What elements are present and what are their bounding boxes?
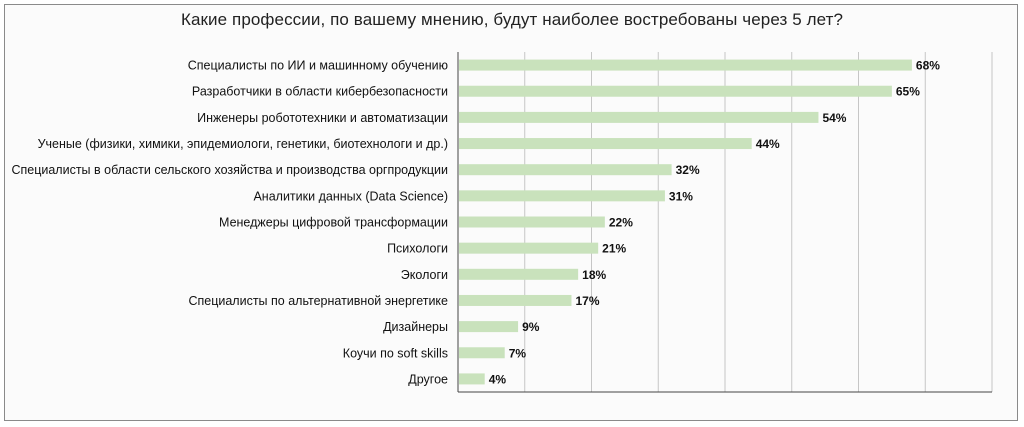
value-label: 31% xyxy=(669,189,693,203)
value-label: 65% xyxy=(896,85,920,99)
category-label: Ученые (физики, химики, эпидемиологи, ге… xyxy=(38,137,448,151)
value-label: 7% xyxy=(509,346,527,360)
bar xyxy=(459,85,892,97)
value-label: 44% xyxy=(756,137,780,151)
bar xyxy=(459,347,505,359)
value-labels: 68% 65% 54% 44% 32% 31% 22% 21% 18% 17% 9% 7%4% xyxy=(489,59,941,387)
bar xyxy=(459,373,485,385)
bar xyxy=(459,59,912,71)
category-label: Дизайнеры xyxy=(383,320,448,334)
bar xyxy=(459,190,665,202)
value-label: 32% xyxy=(676,163,700,177)
chart-title: Какие профессии, по вашему мнению, будут… xyxy=(180,10,844,29)
category-label: Специалисты по альтернативной энергетике xyxy=(188,294,448,308)
category-label: Другое xyxy=(408,372,448,386)
bar xyxy=(459,111,819,123)
bars xyxy=(459,59,912,385)
value-label: 21% xyxy=(602,242,626,256)
axes xyxy=(457,52,992,393)
bar xyxy=(459,321,519,333)
value-label: 18% xyxy=(582,268,606,282)
category-label: Специалисты в области сельского хозяйств… xyxy=(11,163,448,177)
category-label: Аналитики данных (Data Science) xyxy=(253,189,448,203)
bar xyxy=(459,138,752,150)
value-label: 68% xyxy=(916,59,940,73)
bar xyxy=(459,242,599,254)
value-label: 54% xyxy=(822,111,846,125)
value-label: 22% xyxy=(609,216,633,230)
bar xyxy=(459,216,605,228)
bar xyxy=(459,294,572,306)
gridlines xyxy=(524,52,993,392)
value-label: 17% xyxy=(575,294,599,308)
category-label: Инженеры робототехники и автоматизации xyxy=(197,111,448,125)
chart-frame xyxy=(4,4,1018,421)
category-label: Психологи xyxy=(387,242,448,256)
category-label: Коучи по soft skills xyxy=(343,346,448,360)
category-labels: Специалисты по ИИ и машинному обучению Ра… xyxy=(11,59,448,387)
category-label: Специалисты по ИИ и машинному обучению xyxy=(188,59,448,73)
category-label: Менеджеры цифровой трансформации xyxy=(219,216,448,230)
bar xyxy=(459,268,579,280)
value-label: 9% xyxy=(522,320,540,334)
bar xyxy=(459,164,672,176)
value-label: 4% xyxy=(489,372,507,386)
category-label: Экологи xyxy=(401,268,448,282)
category-label: Разработчики в области кибербезопасности xyxy=(192,85,448,99)
